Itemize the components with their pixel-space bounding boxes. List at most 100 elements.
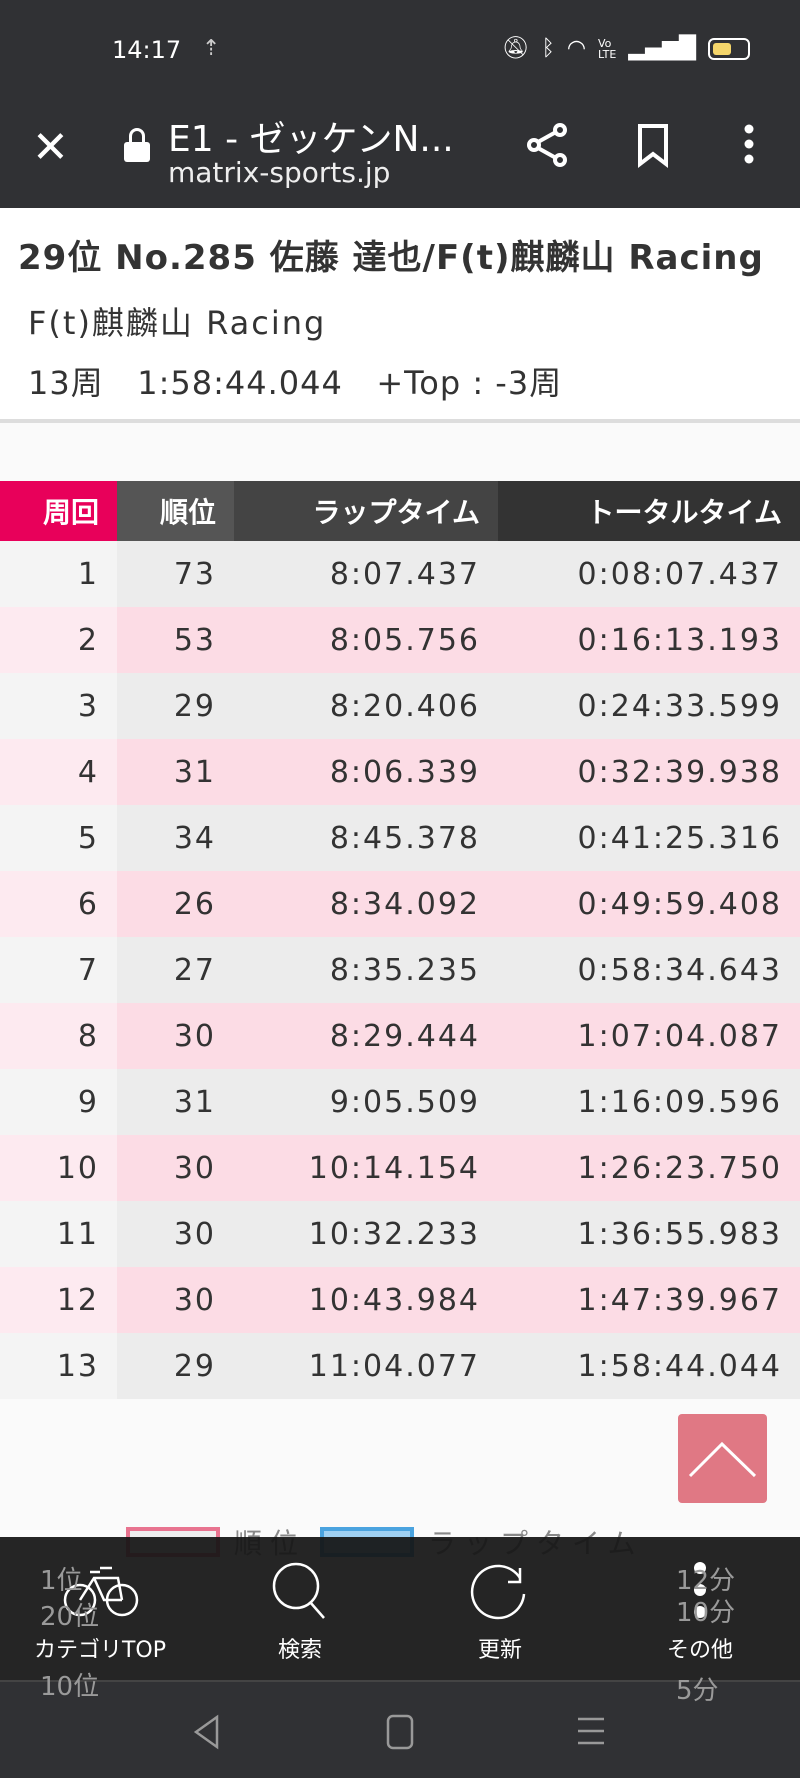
table-row: 12 30 10:43.984 1:47:39.967 [0,1267,800,1333]
cell-rank: 30 [117,1201,234,1267]
cell-lap-time: 8:34.092 [234,871,498,937]
cell-rank: 29 [117,673,234,739]
cell-rank: 30 [117,1003,234,1069]
y-tick-right: 10分 [676,1598,736,1628]
y-tick-left: 10位 [40,1672,100,1702]
search-icon [272,1562,325,1619]
cell-lap-time: 9:05.509 [234,1069,498,1135]
cell-lap: 1 [0,541,117,607]
cell-rank: 31 [117,1069,234,1135]
table-row: 5 34 8:45.378 0:41:25.316 [0,805,800,871]
cell-total-time: 1:26:23.750 [498,1135,800,1201]
header-lap: 周回 [0,481,117,541]
cell-rank: 34 [117,805,234,871]
cell-lap-time: 8:06.339 [234,739,498,805]
recents-icon[interactable] [576,1716,606,1746]
refresh-icon [470,1564,526,1620]
nav-search[interactable]: 検索 [200,1537,400,1680]
cell-lap-time: 8:07.437 [234,541,498,607]
cell-total-time: 0:24:33.599 [498,673,800,739]
cell-lap-time: 8:20.406 [234,673,498,739]
bottom-nav: カテゴリTOP 検索 更新 その他 [0,1537,800,1680]
cell-rank: 30 [117,1267,234,1333]
cell-lap-time: 10:43.984 [234,1267,498,1333]
table-header: 周回 順位 ラップタイム トータルタイム [0,481,800,541]
cell-total-time: 0:49:59.408 [498,871,800,937]
signal-icon: ▂▄▆█ [628,36,696,61]
navigation-icon: ⇡ [202,36,221,61]
cell-total-time: 0:58:34.643 [498,937,800,1003]
cell-lap-time: 8:35.235 [234,937,498,1003]
nav-refresh[interactable]: 更新 [400,1537,600,1680]
cell-lap: 5 [0,805,117,871]
cell-lap: 11 [0,1201,117,1267]
chevron-up-icon [688,1441,757,1478]
share-icon[interactable] [522,120,572,170]
nav-category-top[interactable]: カテゴリTOP [0,1537,200,1680]
cell-lap-time: 10:14.154 [234,1135,498,1201]
home-icon[interactable] [386,1714,414,1750]
y-tick-right: 5分 [676,1676,719,1706]
cell-total-time: 1:07:04.087 [498,1003,800,1069]
race-summary: 13周 1:58:44.044 +Top : -3周 [28,364,563,402]
cell-total-time: 0:08:07.437 [498,541,800,607]
y-tick-left: 1位 [40,1566,83,1596]
cell-lap: 12 [0,1267,117,1333]
table-row: 13 29 11:04.077 1:58:44.044 [0,1333,800,1399]
table-row: 6 26 8:34.092 0:49:59.408 [0,871,800,937]
lock-icon[interactable] [124,128,150,162]
cell-total-time: 0:41:25.316 [498,805,800,871]
more-vert-icon[interactable] [724,120,774,170]
scroll-to-top-button[interactable] [678,1414,767,1503]
cell-lap: 7 [0,937,117,1003]
status-icons: 🔕︎ ᛒ ◠ Vo LTE ▂▄▆█ [502,36,750,61]
browser-toolbar: ✕ E1 - ゼッケンN... matrix-sports.jp [0,100,800,208]
header-rank: 順位 [117,481,234,541]
close-icon[interactable]: ✕ [32,122,69,173]
nav-label: 検索 [277,1638,322,1663]
status-bar: 14:17 ⇡ 🔕︎ ᛒ ◠ Vo LTE ▂▄▆█ [0,0,800,100]
table-row: 7 27 8:35.235 0:58:34.643 [0,937,800,1003]
cell-lap: 9 [0,1069,117,1135]
battery-icon [708,37,750,60]
racer-info: 29位 No.285 佐藤 達也/F(t)麒麟山 Racing F(t)麒麟山 … [0,208,800,423]
back-icon[interactable] [192,1714,222,1750]
cell-lap-time: 8:05.756 [234,607,498,673]
header-total-time: トータルタイム [498,481,800,541]
cell-total-time: 1:47:39.967 [498,1267,800,1333]
page-url[interactable]: matrix-sports.jp [168,156,391,189]
nav-label: カテゴリTOP [33,1638,167,1663]
table-row: 2 53 8:05.756 0:16:13.193 [0,607,800,673]
cell-lap-time: 8:29.444 [234,1003,498,1069]
cell-rank: 73 [117,541,234,607]
y-tick-left: 20位 [40,1602,100,1632]
cell-rank: 27 [117,937,234,1003]
bookmark-icon[interactable] [628,120,678,170]
chart-area: 1位 20位 10位 12分 10分 5分 [0,1560,800,1706]
nav-more[interactable]: その他 [600,1537,800,1680]
table-row: 9 31 9:05.509 1:16:09.596 [0,1069,800,1135]
cell-lap: 6 [0,871,117,937]
table-row: 8 30 8:29.444 1:07:04.087 [0,1003,800,1069]
table-row: 4 31 8:06.339 0:32:39.938 [0,739,800,805]
mute-icon: 🔕︎ [501,36,530,61]
volte-icon: Vo LTE [598,36,617,61]
table-row: 3 29 8:20.406 0:24:33.599 [0,673,800,739]
cell-rank: 29 [117,1333,234,1399]
bluetooth-icon: ᛒ [541,36,555,61]
team-name: F(t)麒麟山 Racing [28,304,327,342]
cell-total-time: 1:16:09.596 [498,1069,800,1135]
cell-lap: 10 [0,1135,117,1201]
cell-lap-time: 8:45.378 [234,805,498,871]
system-nav-bar [0,1680,800,1778]
wifi-icon: ◠ [566,36,587,61]
cell-total-time: 0:16:13.193 [498,607,800,673]
page-title[interactable]: E1 - ゼッケンN... [168,119,454,160]
racer-heading: 29位 No.285 佐藤 達也/F(t)麒麟山 Racing [18,238,764,278]
cell-rank: 31 [117,739,234,805]
cell-lap-time: 11:04.077 [234,1333,498,1399]
cell-rank: 30 [117,1135,234,1201]
lap-table: 周回 順位 ラップタイム トータルタイム 1 73 8:07.437 0:08:07.… [0,481,800,1399]
cell-rank: 26 [117,871,234,937]
cell-lap: 2 [0,607,117,673]
